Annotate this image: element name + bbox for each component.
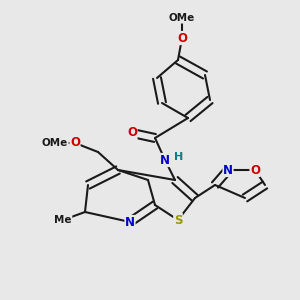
Text: O: O [70,136,80,149]
Text: N: N [223,164,233,176]
Text: O: O [127,127,137,140]
Text: O: O [177,32,187,44]
Text: OMe: OMe [42,138,68,148]
Text: OMe: OMe [169,13,195,23]
Text: H: H [174,152,184,162]
Text: O: O [250,164,260,176]
Text: Me: Me [54,215,72,225]
Text: S: S [174,214,182,226]
Text: N: N [160,154,170,166]
Text: N: N [125,215,135,229]
